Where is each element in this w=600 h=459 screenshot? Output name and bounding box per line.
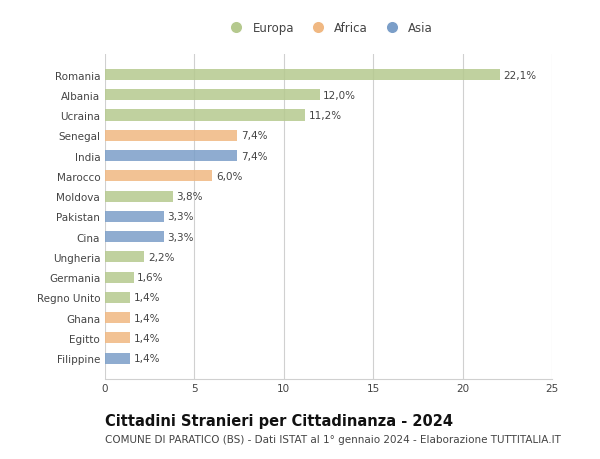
Bar [105, 90, 320, 101]
Text: 6,0%: 6,0% [216, 172, 242, 181]
Legend: Europa, Africa, Asia: Europa, Africa, Asia [221, 19, 436, 39]
Text: 22,1%: 22,1% [504, 70, 537, 80]
Text: 1,4%: 1,4% [134, 353, 160, 364]
Text: 1,6%: 1,6% [137, 273, 164, 283]
Bar [105, 151, 238, 162]
Bar [105, 252, 145, 263]
Text: 7,4%: 7,4% [241, 131, 268, 141]
Text: 3,8%: 3,8% [176, 192, 203, 202]
Text: COMUNE DI PARATICO (BS) - Dati ISTAT al 1° gennaio 2024 - Elaborazione TUTTITALI: COMUNE DI PARATICO (BS) - Dati ISTAT al … [105, 434, 561, 444]
Text: 3,3%: 3,3% [167, 212, 194, 222]
Text: 7,4%: 7,4% [241, 151, 268, 161]
Bar [105, 292, 130, 303]
Text: 1,4%: 1,4% [134, 293, 160, 303]
Text: Cittadini Stranieri per Cittadinanza - 2024: Cittadini Stranieri per Cittadinanza - 2… [105, 413, 453, 428]
Bar [105, 211, 164, 223]
Text: 11,2%: 11,2% [309, 111, 342, 121]
Text: 12,0%: 12,0% [323, 90, 356, 101]
Bar [105, 272, 134, 283]
Text: 1,4%: 1,4% [134, 313, 160, 323]
Bar [105, 333, 130, 344]
Bar [105, 171, 212, 182]
Bar [105, 70, 500, 81]
Bar [105, 231, 164, 243]
Text: 3,3%: 3,3% [167, 232, 194, 242]
Bar [105, 313, 130, 324]
Bar [105, 353, 130, 364]
Bar [105, 130, 238, 141]
Text: 1,4%: 1,4% [134, 333, 160, 343]
Bar [105, 191, 173, 202]
Bar [105, 110, 305, 121]
Text: 2,2%: 2,2% [148, 252, 175, 262]
